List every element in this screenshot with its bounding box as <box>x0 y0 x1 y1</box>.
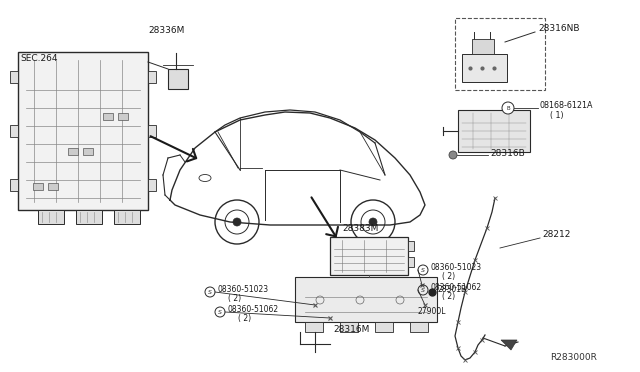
Text: 27900L: 27900L <box>418 308 447 317</box>
Text: 28316B: 28316B <box>490 148 525 157</box>
Text: S: S <box>421 267 425 273</box>
Text: 08168-6121A: 08168-6121A <box>540 100 593 109</box>
Bar <box>340 322 358 332</box>
Circle shape <box>369 218 377 226</box>
Circle shape <box>233 218 241 226</box>
Bar <box>10 179 18 191</box>
Text: ( 1): ( 1) <box>550 110 564 119</box>
Text: ( 2): ( 2) <box>238 314 251 324</box>
Text: S: S <box>218 310 222 314</box>
Bar <box>458 110 530 152</box>
Text: ( 2): ( 2) <box>442 273 455 282</box>
Bar <box>472 39 494 54</box>
Bar <box>408 257 414 267</box>
Bar <box>68 148 78 155</box>
Bar <box>103 113 113 120</box>
Text: 28383M: 28383M <box>342 224 378 232</box>
Bar <box>38 210 64 224</box>
Text: B: B <box>506 106 510 110</box>
Bar <box>455 18 545 90</box>
Bar <box>114 210 140 224</box>
Text: 28316M: 28316M <box>333 326 369 334</box>
Bar <box>83 148 93 155</box>
Text: SEC.264: SEC.264 <box>20 54 58 62</box>
Bar <box>10 71 18 83</box>
Bar <box>295 277 437 322</box>
Text: S: S <box>208 289 212 295</box>
Text: 28316NB: 28316NB <box>538 23 579 32</box>
Bar <box>118 113 128 120</box>
Bar <box>148 179 156 191</box>
Text: 08360-51062: 08360-51062 <box>227 305 278 314</box>
Bar <box>10 125 18 137</box>
Text: 28336M: 28336M <box>148 26 184 35</box>
Bar <box>168 69 188 89</box>
Text: S: S <box>421 288 425 292</box>
Bar <box>375 322 393 332</box>
Circle shape <box>502 102 514 114</box>
Text: 08360-51062: 08360-51062 <box>431 282 482 292</box>
Bar <box>148 125 156 137</box>
Bar <box>408 241 414 251</box>
Bar <box>410 322 428 332</box>
Bar <box>305 322 323 332</box>
Text: ( 2): ( 2) <box>228 295 241 304</box>
Polygon shape <box>18 52 148 210</box>
Bar <box>330 237 408 275</box>
Text: R283000R: R283000R <box>550 353 597 362</box>
Bar <box>148 71 156 83</box>
Text: ( 2): ( 2) <box>442 292 455 301</box>
Circle shape <box>449 151 457 159</box>
Text: 08360-51023: 08360-51023 <box>431 263 482 272</box>
Bar <box>48 183 58 190</box>
Text: 08360-51023: 08360-51023 <box>217 285 268 294</box>
Text: 28301B: 28301B <box>438 285 467 295</box>
Bar <box>76 210 102 224</box>
Bar <box>33 183 43 190</box>
Text: 28212: 28212 <box>542 230 570 238</box>
Bar <box>462 54 507 82</box>
Polygon shape <box>501 340 517 350</box>
